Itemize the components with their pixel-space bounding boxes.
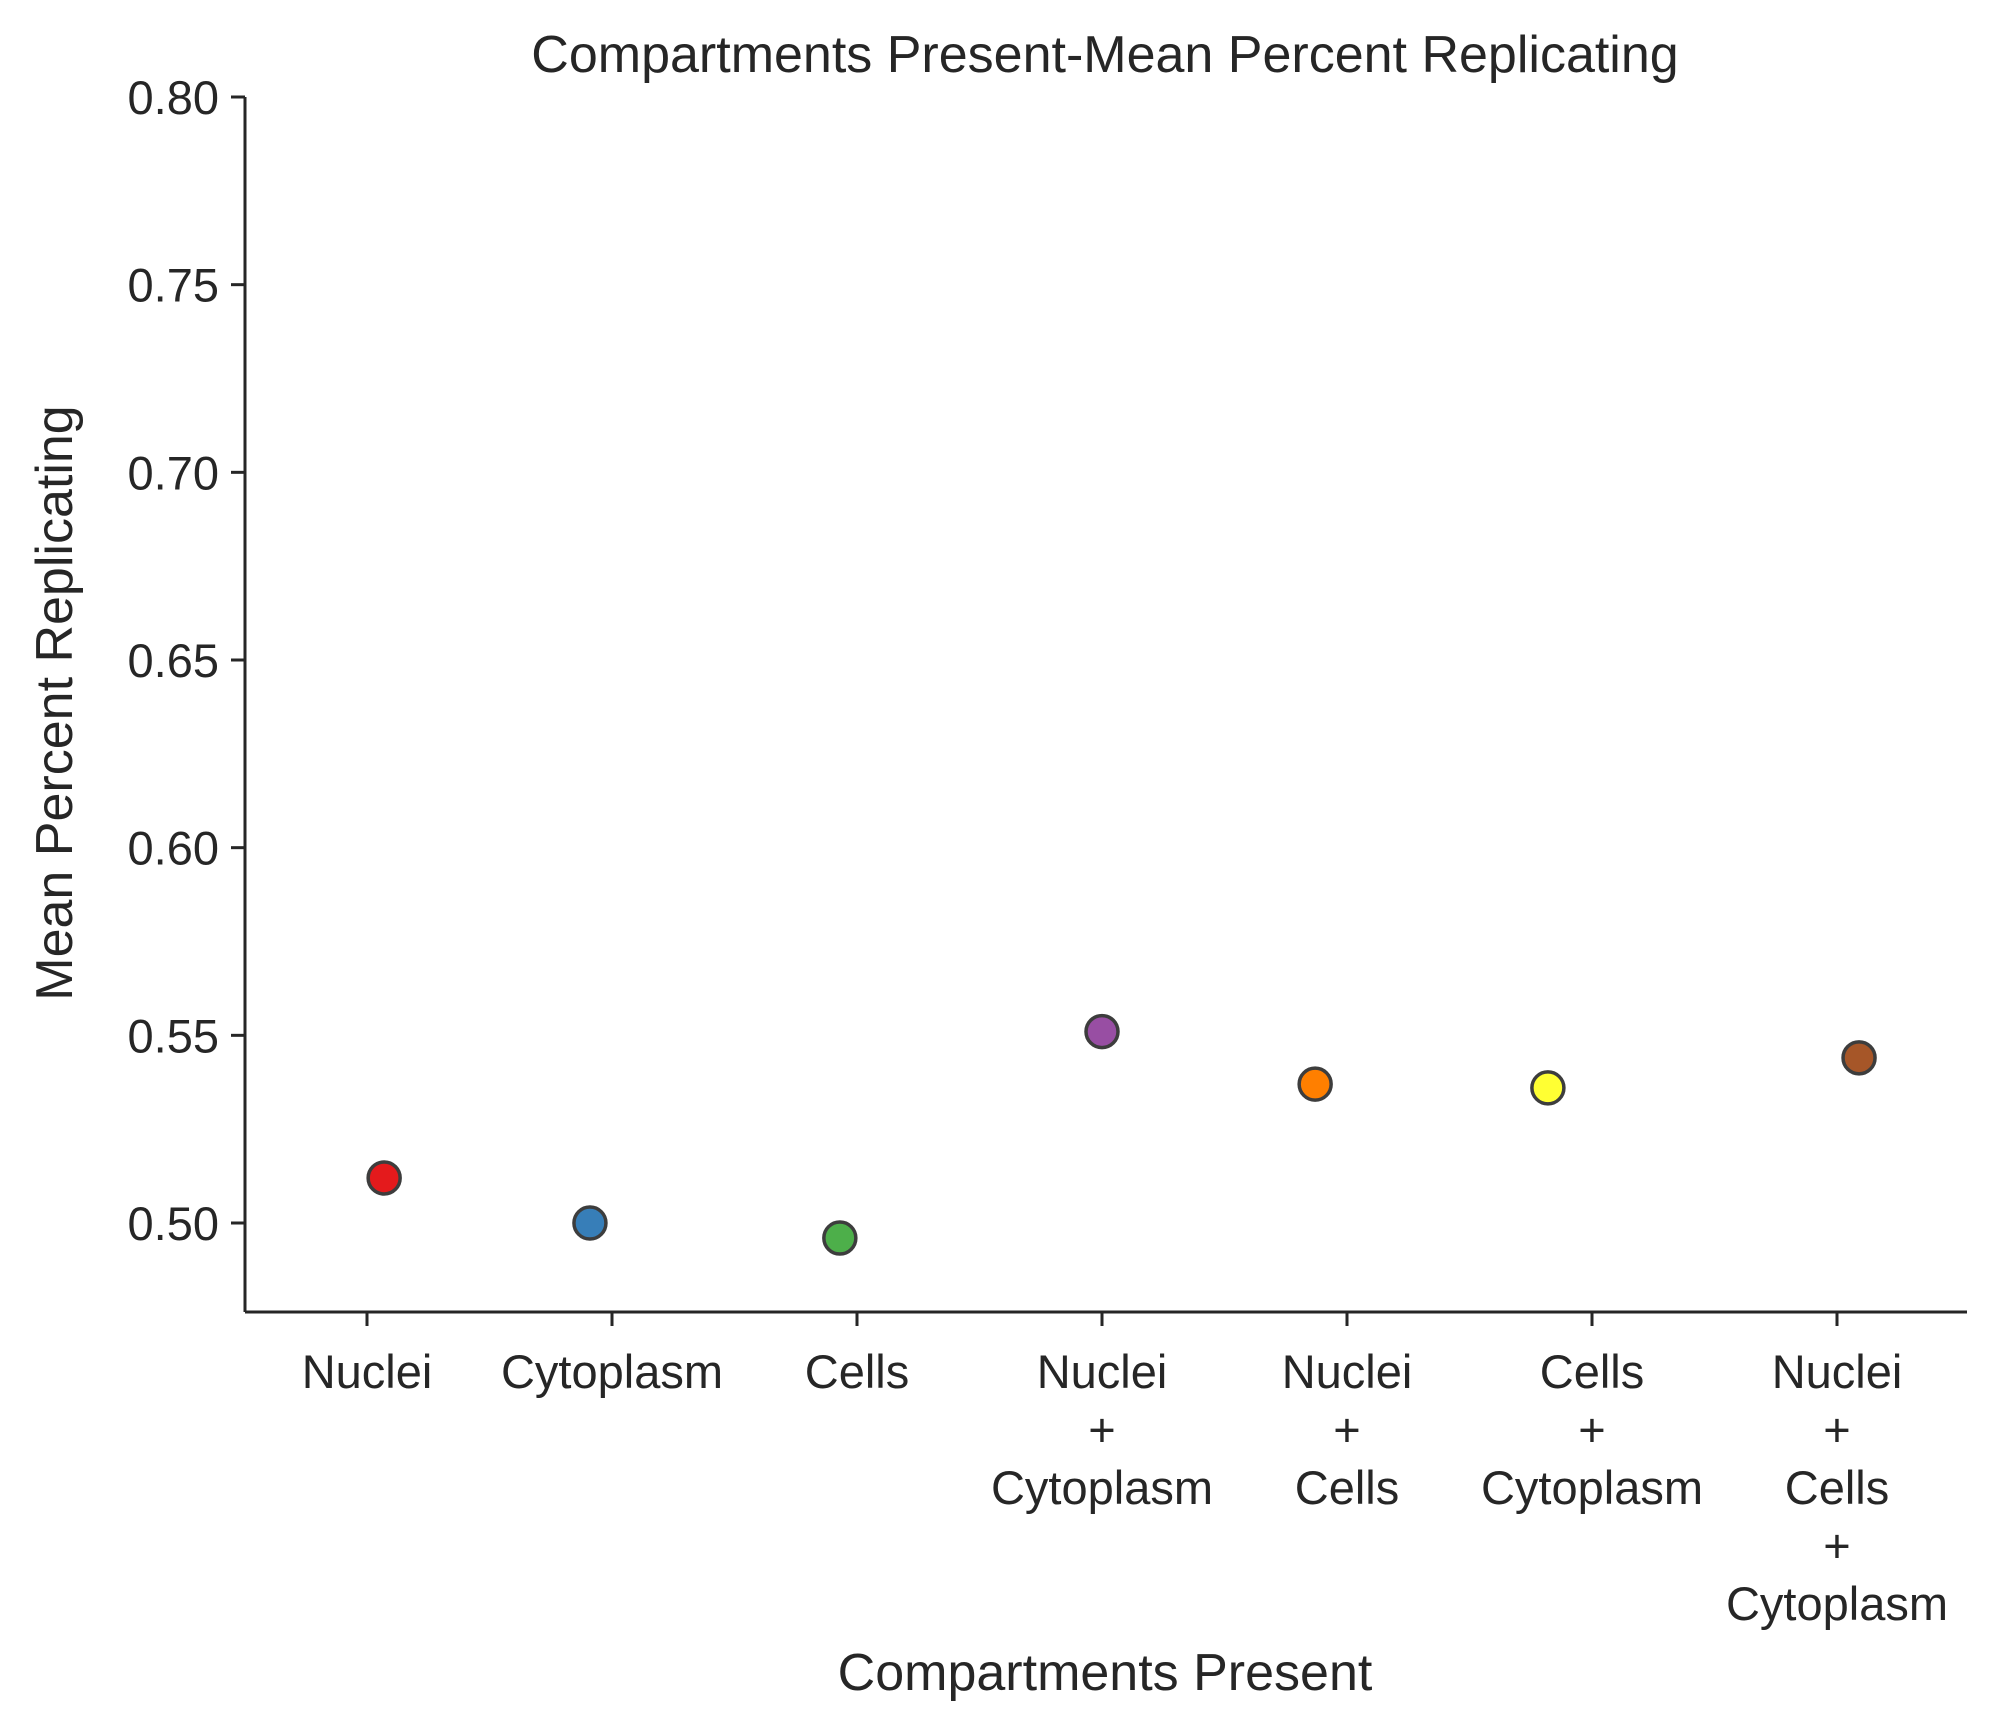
- x-tick-label: Cells + Cytoplasm: [1481, 1345, 1703, 1514]
- x-tick-label-line: Cytoplasm: [1481, 1461, 1703, 1514]
- y-tick-label: 0.50: [128, 1197, 219, 1250]
- x-tick-label: Nuclei + Cells + Cytoplasm: [1726, 1345, 1948, 1630]
- x-axis-title: Compartments Present: [838, 1644, 1373, 1702]
- y-ticks: 0.50 0.55 0.60 0.65 0.70 0.75 0.80: [128, 71, 245, 1250]
- y-tick-label: 0.70: [128, 446, 219, 499]
- y-tick-label: 0.60: [128, 822, 219, 875]
- x-tick-label-line: +: [1088, 1403, 1115, 1456]
- y-tick-label: 0.80: [128, 71, 219, 124]
- x-tick-label: Cytoplasm: [501, 1345, 723, 1398]
- y-tick-label: 0.65: [128, 634, 219, 687]
- x-tick-label-line: Cytoplasm: [1726, 1577, 1948, 1630]
- x-tick-label-line: +: [1823, 1403, 1850, 1456]
- chart-title: Compartments Present-Mean Percent Replic…: [531, 26, 1678, 84]
- x-tick-label-line: Nuclei: [302, 1345, 433, 1398]
- x-tick-label-line: Cytoplasm: [501, 1345, 723, 1398]
- x-tick-label-line: Nuclei: [1772, 1345, 1903, 1398]
- data-point: [1297, 1066, 1333, 1102]
- y-tick-label: 0.75: [128, 259, 219, 312]
- data-point: [572, 1205, 608, 1241]
- x-tick-label-line: Cells: [1295, 1461, 1399, 1514]
- data-point: [822, 1220, 858, 1256]
- data-point: [1084, 1013, 1120, 1050]
- x-tick-label-line: Cells: [1785, 1461, 1889, 1514]
- x-tick-label-line: Nuclei: [1037, 1345, 1168, 1398]
- x-axis: Nuclei Cytoplasm Cells Nuclei + CytoplasmNucl…: [245, 1310, 1967, 1630]
- x-tick-label: Nuclei + Cells: [1282, 1345, 1413, 1514]
- y-axis-title: Mean Percent Replicating: [26, 405, 84, 1000]
- y-axis: 0.50 0.55 0.60 0.65 0.70 0.75 0.80: [128, 71, 247, 1312]
- x-tick-label: Nuclei + Cytoplasm: [991, 1345, 1213, 1514]
- x-tick-label-line: Cytoplasm: [991, 1461, 1213, 1514]
- x-tick-label: Nuclei: [302, 1345, 433, 1398]
- x-tick-label-line: +: [1823, 1519, 1850, 1572]
- x-tick-label-line: Cells: [1540, 1345, 1644, 1398]
- data-point: [1841, 1040, 1877, 1076]
- data-points: [366, 1013, 1877, 1256]
- x-ticks: Nuclei Cytoplasm Cells Nuclei + CytoplasmNucl…: [302, 1312, 1948, 1630]
- y-tick-label: 0.55: [128, 1009, 219, 1062]
- x-tick-label-line: Nuclei: [1282, 1345, 1413, 1398]
- x-tick-label-line: +: [1578, 1403, 1605, 1456]
- data-point: [366, 1160, 402, 1196]
- x-tick-label-line: +: [1333, 1403, 1360, 1456]
- x-tick-label-line: Cells: [805, 1345, 909, 1398]
- data-point: [1530, 1070, 1566, 1106]
- x-tick-label: Cells: [805, 1345, 909, 1398]
